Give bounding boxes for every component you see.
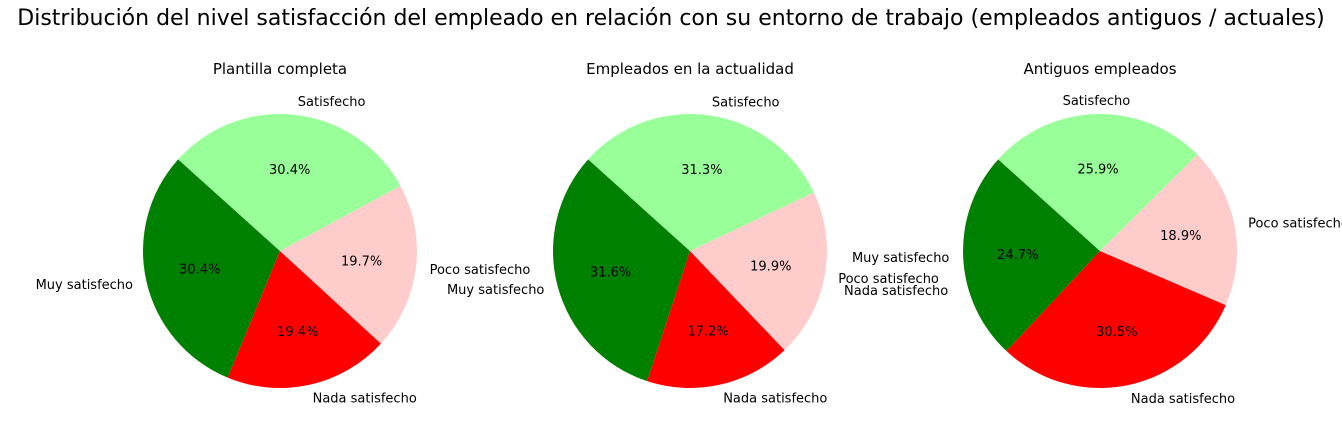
slice-category-label: Nada satisfecho <box>1131 392 1235 407</box>
pie-chart-3: Antiguos empleados 24.7% Muy satisfecho 30.… <box>852 60 1342 407</box>
pie-slice-muy-satisfecho <box>963 159 1100 352</box>
slice-percentage-label: 31.3% <box>681 163 722 178</box>
slice-percentage-label: 19.7% <box>341 255 382 270</box>
slice-percentage-label: 18.9% <box>1160 229 1201 244</box>
extra-category-label: Nada satisfecho <box>844 284 948 299</box>
slice-percentage-label: 19.9% <box>750 260 791 275</box>
pie-slice-satisfecho <box>998 113 1198 251</box>
pie-subtitle: Plantilla completa <box>213 60 347 78</box>
slice-percentage-label: 25.9% <box>1077 162 1118 177</box>
slice-category-label: Poco satisfecho <box>430 263 531 278</box>
slice-percentage-label: 30.4% <box>269 163 310 178</box>
slice-percentage-label: 31.6% <box>590 266 631 281</box>
pie-chart-1: Plantilla completa 30.4% Muy satisfecho 19.… <box>36 60 531 407</box>
chart-title: Distribución del nivel satisfacción del … <box>17 6 1325 31</box>
pie-slice-satisfecho <box>178 114 401 251</box>
slice-percentage-label: 19.4% <box>277 325 318 340</box>
pie-slice-nada-satisfecho <box>1006 251 1226 388</box>
pie-slice-nada-satisfecho <box>647 251 785 389</box>
pie-slice-satisfecho <box>588 114 814 252</box>
pie-subtitle: Empleados en la actualidad <box>586 60 794 78</box>
pie-slice-muy-satisfecho <box>142 159 280 378</box>
slice-category-label: Satisfecho <box>712 95 780 110</box>
slice-category-label: Nada satisfecho <box>313 392 417 407</box>
pie-slice-muy-satisfecho <box>552 159 690 382</box>
pie-subtitle: Antiguos empleados <box>1023 60 1176 78</box>
slice-category-label: Poco satisfecho <box>838 272 939 287</box>
pie-slice-poco-satisfecho <box>1100 154 1238 306</box>
slice-category-label: Muy satisfecho <box>36 278 133 293</box>
slice-category-label: Satisfecho <box>1063 94 1131 109</box>
slice-percentage-label: 30.5% <box>1096 325 1137 340</box>
pie-slice-nada-satisfecho <box>227 251 381 389</box>
slice-category-label: Poco satisfecho <box>1248 216 1342 231</box>
pie-chart-2: Empleados en la actualidad 31.6% Muy satis… <box>447 60 948 407</box>
slice-percentage-label: 24.7% <box>997 248 1038 263</box>
slice-category-label: Satisfecho <box>298 95 366 110</box>
pie-slice-poco-satisfecho <box>690 192 828 351</box>
pie-slice-poco-satisfecho <box>280 185 417 344</box>
slice-percentage-label: 30.4% <box>179 263 220 278</box>
slice-category-label: Nada satisfecho <box>723 392 827 407</box>
slice-percentage-label: 17.2% <box>687 325 728 340</box>
slice-category-label: Muy satisfecho <box>852 251 949 266</box>
slice-category-label: Muy satisfecho <box>447 283 544 298</box>
